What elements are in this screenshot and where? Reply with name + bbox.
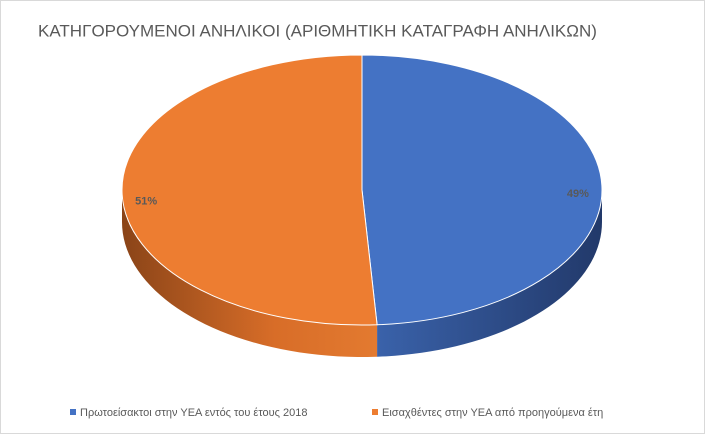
chart-title: ΚΑΤΗΓΟΡΟΥΜΕΝΟΙ ΑΝΗΛΙΚΟΙ (ΑΡΙΘΜΗΤΙΚΗ ΚΑΤΑ…: [38, 21, 597, 40]
data-label: 51%: [135, 196, 157, 208]
legend-swatch: [70, 409, 76, 415]
legend-swatch: [372, 409, 378, 415]
legend-label: Εισαχθέντες στην ΥΕΑ από προηγούμενα έτη: [382, 407, 603, 419]
slice: [121, 54, 378, 326]
slice: [361, 54, 603, 326]
data-label: 49%: [567, 188, 589, 200]
legend-label: Πρωτοείσακτοι στην ΥΕΑ εντός του έτους 2…: [80, 407, 307, 419]
slice-side: [377, 190, 602, 357]
